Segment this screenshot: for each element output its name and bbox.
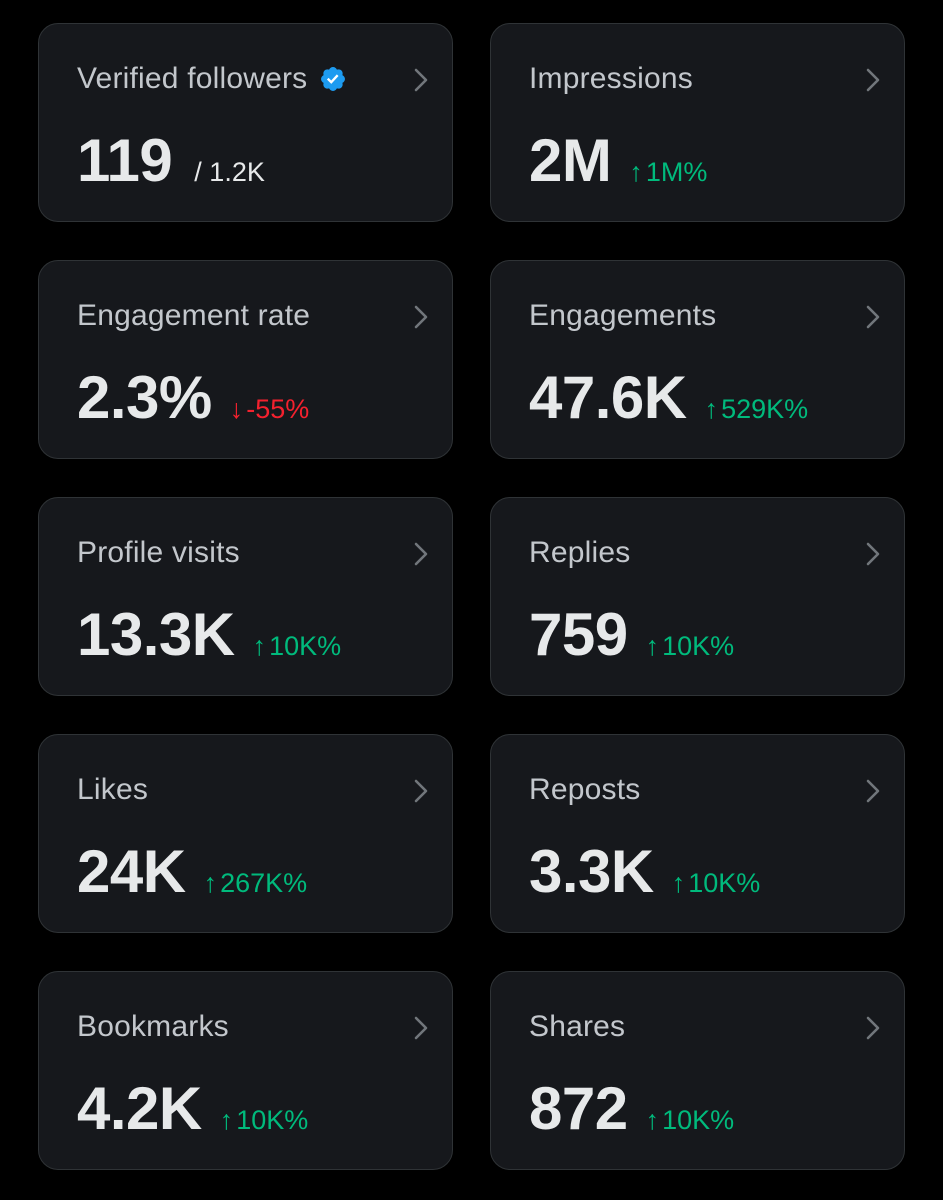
metric-card-impressions[interactable]: Impressions 2M ↑ 1M% [490, 23, 905, 222]
metric-change: ↑ 267K% [204, 868, 308, 899]
metric-change: ↑ 10K% [646, 631, 735, 662]
arrow-up-icon: ↑ [203, 868, 218, 898]
metric-value-row: 13.3K ↑ 10K% [77, 600, 341, 669]
chevron-right-icon [866, 542, 880, 566]
metric-value-row: 872 ↑ 10K% [529, 1074, 734, 1143]
verified-badge-icon [321, 67, 346, 91]
metric-value-row: 759 ↑ 10K% [529, 600, 734, 669]
metric-change-text: -55% [246, 394, 310, 424]
metric-value: 872 [529, 1075, 628, 1142]
chevron-right-icon [866, 68, 880, 92]
metric-card-reposts[interactable]: Reposts 3.3K ↑ 10K% [490, 734, 905, 933]
arrow-up-icon: ↑ [629, 157, 643, 187]
metric-value: 24K [77, 838, 186, 905]
metric-change: ↑ 1M% [629, 157, 707, 188]
analytics-metrics-grid: Verified followers 119 / 1.2K Impression… [38, 23, 905, 1170]
metric-card-bookmarks[interactable]: Bookmarks 4.2K ↑ 10K% [38, 971, 453, 1170]
metric-change-text: 529K% [721, 394, 809, 424]
metric-value: 759 [529, 601, 628, 668]
metric-change-text: 10K% [662, 631, 735, 661]
metric-label: Shares [529, 1010, 626, 1043]
metric-card-shares[interactable]: Shares 872 ↑ 10K% [490, 971, 905, 1170]
metric-change-text: 10K% [688, 868, 761, 898]
metric-label: Profile visits [77, 536, 240, 569]
metric-change: ↑ 10K% [253, 631, 342, 662]
metric-change-text: 10K% [662, 1105, 735, 1135]
metric-label: Impressions [529, 62, 693, 95]
metric-card-replies[interactable]: Replies 759 ↑ 10K% [490, 497, 905, 696]
metric-card-likes[interactable]: Likes 24K ↑ 267K% [38, 734, 453, 933]
metric-card-profile-visits[interactable]: Profile visits 13.3K ↑ 10K% [38, 497, 453, 696]
metric-label-text: Verified followers [77, 62, 308, 95]
chevron-right-icon [866, 1016, 880, 1040]
metric-value: 3.3K [529, 838, 654, 905]
metric-label: Verified followers [77, 62, 347, 96]
metric-change: ↑ 10K% [220, 1105, 309, 1136]
chevron-right-icon [866, 779, 880, 803]
metric-value: 47.6K [529, 364, 687, 431]
metric-card-engagement-rate[interactable]: Engagement rate 2.3% ↓ -55% [38, 260, 453, 459]
metric-value-row: 24K ↑ 267K% [77, 837, 307, 906]
arrow-up-icon: ↑ [252, 631, 267, 661]
metric-label: Engagements [529, 299, 717, 332]
metric-value-row: 3.3K ↑ 10K% [529, 837, 760, 906]
metric-change: ↑ 529K% [705, 394, 809, 425]
metric-change-text: 1M% [645, 157, 708, 187]
metric-value-row: 2M ↑ 1M% [529, 126, 707, 195]
chevron-right-icon [866, 305, 880, 329]
metric-change: ↑ 10K% [672, 868, 761, 899]
chevron-right-icon [414, 305, 428, 329]
arrow-up-icon: ↑ [219, 1105, 234, 1135]
metric-total: / 1.2K [194, 157, 265, 187]
chevron-right-icon [414, 68, 428, 92]
metric-value-row: 47.6K ↑ 529K% [529, 363, 808, 432]
chevron-right-icon [414, 1016, 428, 1040]
metric-label: Bookmarks [77, 1010, 229, 1043]
arrow-up-icon: ↑ [645, 631, 660, 661]
metric-change-text: 10K% [236, 1105, 309, 1135]
metric-value: 2M [529, 127, 612, 194]
metric-label: Engagement rate [77, 299, 311, 332]
metric-label: Reposts [529, 773, 641, 806]
metric-card-engagements[interactable]: Engagements 47.6K ↑ 529K% [490, 260, 905, 459]
chevron-right-icon [414, 542, 428, 566]
metric-card-verified-followers[interactable]: Verified followers 119 / 1.2K [38, 23, 453, 222]
metric-change-text: 267K% [220, 868, 308, 898]
metric-value: 4.2K [77, 1075, 202, 1142]
metric-label: Replies [529, 536, 631, 569]
arrow-up-icon: ↑ [645, 1105, 660, 1135]
arrow-up-icon: ↑ [671, 868, 686, 898]
arrow-up-icon: ↑ [704, 394, 719, 424]
metric-value: 119 [77, 127, 173, 194]
metric-label: Likes [77, 773, 149, 806]
chevron-right-icon [414, 779, 428, 803]
metric-value-row: 2.3% ↓ -55% [77, 363, 309, 432]
arrow-down-icon: ↓ [229, 394, 244, 424]
metric-change: ↑ 10K% [646, 1105, 735, 1136]
metric-value-row: 119 / 1.2K [77, 126, 265, 195]
metric-value: 13.3K [77, 601, 235, 668]
metric-change: ↓ -55% [230, 394, 310, 425]
metric-change-text: 10K% [269, 631, 342, 661]
metric-value: 2.3% [77, 364, 212, 431]
metric-value-row: 4.2K ↑ 10K% [77, 1074, 308, 1143]
